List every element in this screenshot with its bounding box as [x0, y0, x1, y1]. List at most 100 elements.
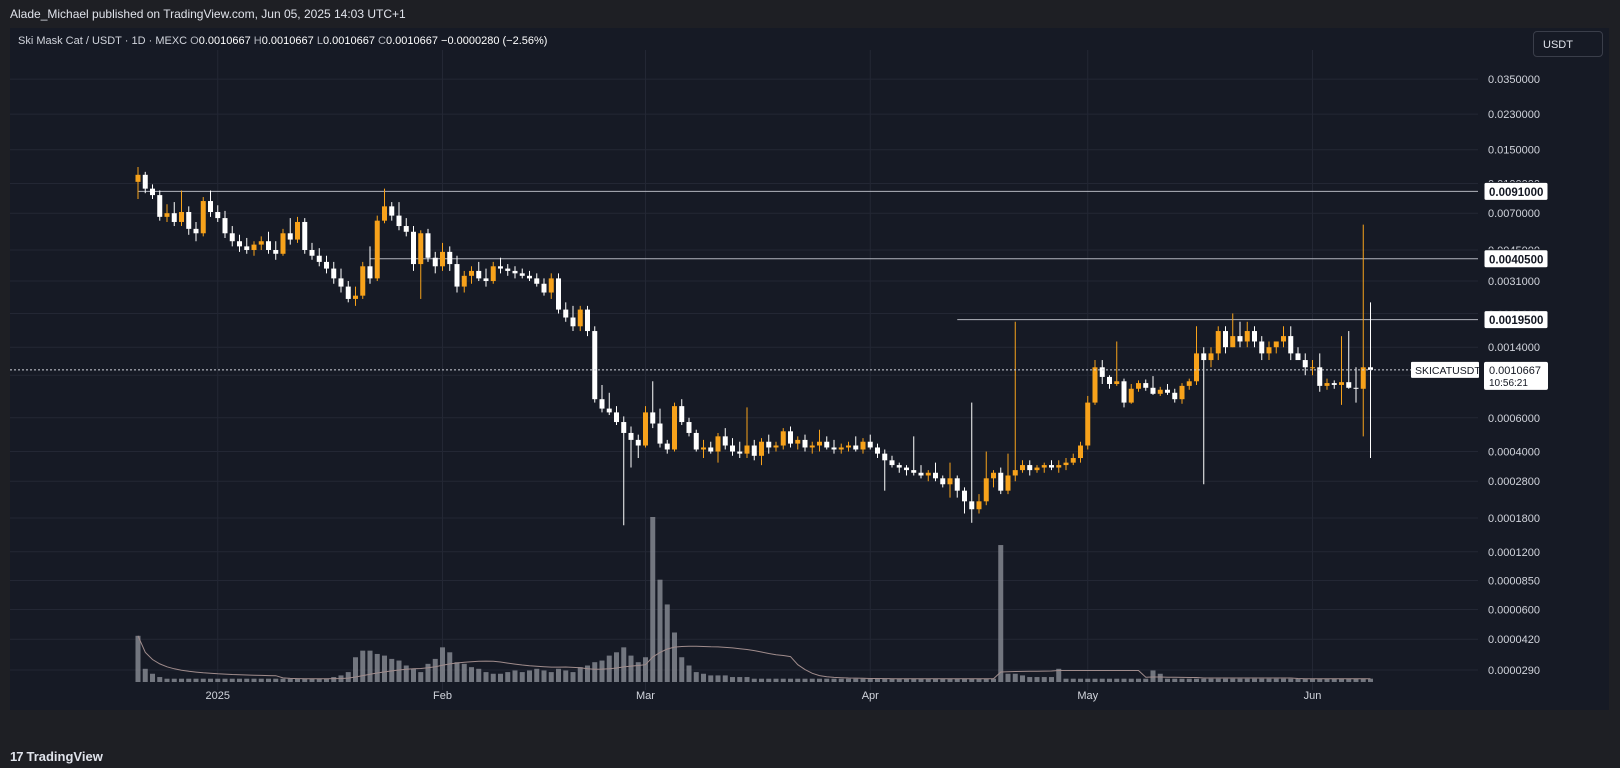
candle-body [773, 445, 779, 448]
symbol-name[interactable]: Ski Mask Cat / USDT · 1D · MEXC [18, 35, 188, 47]
candle-body [744, 445, 750, 454]
volume-bar [1215, 678, 1221, 682]
price-tick-label: 0.0350000 [1488, 74, 1540, 86]
volume-bar [1049, 677, 1054, 682]
volume-bar [483, 672, 489, 682]
price-chart[interactable]: 0.03500000.02300000.01500000.01000000.00… [0, 0, 1620, 740]
high-label: H [253, 35, 262, 47]
candle-body [1237, 336, 1243, 342]
chart-pane[interactable] [10, 28, 1609, 710]
volume-bar [229, 678, 235, 682]
candle-body [208, 201, 213, 213]
volume-bar [693, 672, 699, 682]
volume-bar [1179, 678, 1185, 682]
candle-body [730, 445, 735, 452]
candle-body [541, 283, 547, 293]
candle-body [527, 275, 532, 279]
volume-bar [947, 678, 953, 682]
candle-body [664, 443, 670, 450]
volume-bar [1107, 678, 1112, 682]
volume-bar [505, 672, 511, 682]
candle-body [382, 206, 387, 221]
candle-body [570, 317, 576, 327]
candle-body [722, 436, 728, 446]
volume-bar [780, 678, 786, 682]
time-tick-label: Mar [636, 690, 655, 702]
candle-body [179, 212, 184, 222]
candle-body [1339, 382, 1344, 385]
volume-bar [302, 678, 308, 682]
candle-body [1085, 402, 1091, 446]
tradingview-logo[interactable]: 17 TradingView [10, 749, 103, 764]
volume-bar [679, 657, 685, 682]
volume-bar [469, 667, 474, 682]
candle-body [788, 431, 793, 444]
candle-body [1063, 462, 1069, 466]
candle-body [1324, 383, 1330, 386]
candle-body [280, 233, 286, 254]
candle-body [751, 445, 757, 456]
volume-bar [643, 657, 648, 682]
volume-bar [1157, 673, 1163, 682]
candle-body [1092, 367, 1098, 403]
volume-bar [164, 678, 170, 682]
candle-body [1157, 389, 1163, 394]
time-axis[interactable]: 2025 Feb Mar Apr May Jun [206, 690, 1322, 702]
candle-body [614, 412, 619, 423]
volume-bar [1223, 678, 1228, 682]
candle-body [1230, 336, 1236, 348]
volume-bar [592, 662, 598, 682]
candle-body [1281, 336, 1286, 342]
candle-body [1201, 353, 1207, 361]
volume-bar [1339, 678, 1344, 682]
candle-body [1172, 392, 1178, 400]
candle-body [947, 478, 953, 485]
candle-body [490, 266, 496, 282]
candle-body [1107, 376, 1112, 385]
candle-body [650, 412, 656, 424]
candle-body [737, 451, 743, 454]
candle-body [940, 478, 946, 485]
candle-body [556, 278, 561, 310]
volume-bar [1281, 678, 1286, 682]
volume-bar [1085, 678, 1091, 682]
price-tick-label: 0.0230000 [1488, 109, 1540, 121]
currency-button[interactable]: USDT [1533, 31, 1603, 57]
candle-body [896, 465, 902, 468]
price-tick-label: 0.0006000 [1488, 413, 1540, 425]
resistance-levels [138, 190, 1481, 321]
candle-body [715, 436, 721, 452]
candle-body [251, 244, 257, 250]
time-tick-label: Apr [862, 690, 879, 702]
volume-bar [382, 655, 387, 682]
volume-bar [1368, 678, 1373, 682]
candle-body [962, 490, 967, 502]
volume-bar [911, 678, 917, 682]
candle-body [1368, 367, 1373, 370]
level-price-tag [1483, 181, 1549, 201]
volume-bar [664, 604, 670, 682]
candle-body [686, 422, 692, 433]
volume-bar [570, 672, 576, 682]
volume-bar [1302, 678, 1308, 682]
candle-body [1310, 367, 1315, 369]
candle-body [976, 501, 982, 510]
volume-bar [730, 677, 735, 682]
volume-bar [266, 678, 271, 682]
candle-body [469, 270, 474, 276]
volume-bar [331, 677, 337, 682]
volume-bar [1288, 678, 1294, 682]
volume-bar [150, 673, 155, 682]
volume-bar [1208, 678, 1214, 682]
candle-body [1244, 331, 1250, 342]
volume-bar [193, 678, 199, 682]
candle-body [171, 213, 177, 222]
time-tick-label: Feb [433, 690, 452, 702]
candle-body [969, 501, 975, 510]
candle-body [1295, 353, 1301, 361]
volume-bar [534, 668, 540, 682]
candle-body [838, 447, 844, 450]
candle-body [1331, 383, 1337, 385]
candle-body [882, 453, 888, 461]
candle-body [1005, 475, 1011, 491]
